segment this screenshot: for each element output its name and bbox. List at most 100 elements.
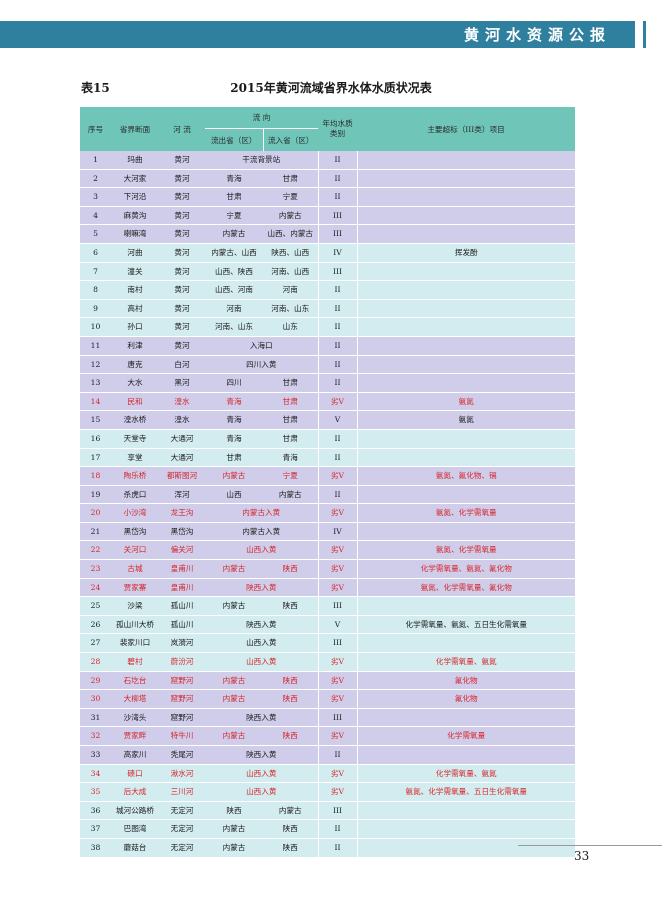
- row-river: 无定河: [159, 838, 205, 858]
- row-number: 20: [80, 503, 111, 523]
- table-row: 28 碧村 蔚汾河 山西入黄 劣V 化学需氧量、氨氮: [80, 652, 576, 672]
- table-title: 2015年黄河流域省界水体水质状况表: [230, 81, 432, 95]
- row-number: 19: [80, 485, 111, 505]
- row-flow-out: 内蒙古: [205, 726, 263, 746]
- row-section: 小沙湾: [111, 503, 159, 523]
- table-label: 表15: [81, 81, 110, 95]
- table-row: 26 孤山川大桥 孤山川 陕西入黄 V 化学需氧量、氨氮、五日生化需氧量: [80, 615, 576, 635]
- row-section: 享堂: [111, 448, 159, 468]
- row-river: 三川河: [159, 782, 205, 802]
- row-section: 孤山川大桥: [111, 615, 159, 635]
- row-flow-out: 山西、河南: [205, 280, 263, 300]
- row-section: 大河家: [111, 169, 159, 189]
- row-grade: III: [317, 206, 358, 226]
- row-number: 2: [80, 169, 111, 189]
- row-grade: III: [317, 596, 358, 616]
- row-exceed: [356, 448, 576, 468]
- row-flow-in: 甘肃: [263, 373, 319, 393]
- row-grade: 劣V: [317, 726, 358, 746]
- row-river: 孤山川: [159, 596, 205, 616]
- row-flow: 山西入黄: [205, 764, 319, 784]
- row-number: 29: [80, 671, 111, 691]
- row-exceed: [356, 299, 576, 319]
- row-flow-out: 四川: [205, 373, 263, 393]
- row-section: 贾家畔: [111, 726, 159, 746]
- row-flow-out: 内蒙古: [205, 671, 263, 691]
- header-tick: [643, 21, 646, 48]
- row-grade: II: [317, 838, 358, 858]
- row-flow-out: 内蒙古: [205, 466, 263, 486]
- row-number: 36: [80, 801, 111, 821]
- row-section: 贾家寨: [111, 578, 159, 598]
- row-section: 碛口: [111, 764, 159, 784]
- header-flow-group: 流 向: [205, 107, 319, 129]
- table-row: 27 裴家川口 岚漪河 山西入黄 III: [80, 633, 576, 654]
- row-river: 黄河: [159, 262, 205, 282]
- row-grade: III: [317, 708, 358, 728]
- row-flow-out: 宁夏: [205, 206, 263, 226]
- row-grade: II: [317, 280, 358, 300]
- row-number: 32: [80, 726, 111, 746]
- row-flow-in: 青海: [263, 448, 319, 468]
- row-river: 黄河: [159, 317, 205, 337]
- row-exceed: 氨氮、化学需氧量、五日生化需氧量: [356, 782, 576, 802]
- row-flow-in: 陕西: [263, 726, 319, 746]
- row-river: 岚漪河: [159, 633, 205, 654]
- row-section: 喇嘛湾: [111, 224, 159, 244]
- header-band: 黄河水资源公报: [0, 21, 635, 48]
- table-row: 7 潼关 黄河 山西、陕西 河南、山西 III: [80, 262, 576, 282]
- row-number: 17: [80, 448, 111, 468]
- row-grade: II: [317, 373, 358, 393]
- row-section: 石圪台: [111, 671, 159, 691]
- row-exceed: [356, 187, 576, 207]
- row-number: 9: [80, 299, 111, 319]
- table-row: 34 碛口 湫水河 山西入黄 劣V 化学需氧量、氨氮: [80, 764, 576, 784]
- row-number: 6: [80, 243, 111, 263]
- row-grade: 劣V: [317, 540, 358, 561]
- row-number: 35: [80, 782, 111, 802]
- row-flow: 陕西入黄: [205, 745, 319, 765]
- row-grade: II: [317, 745, 358, 765]
- row-flow-out: 内蒙古: [205, 819, 263, 839]
- row-section: 巴图湾: [111, 819, 159, 839]
- row-river: 蔚汾河: [159, 652, 205, 672]
- row-flow-out: 山西: [205, 485, 263, 505]
- row-flow-in: 陕西: [263, 838, 319, 858]
- row-exceed: [356, 745, 576, 765]
- row-number: 7: [80, 262, 111, 282]
- row-grade: 劣V: [317, 392, 358, 412]
- row-flow-out: 河南、山东: [205, 317, 263, 337]
- row-flow-in: 甘肃: [263, 410, 319, 430]
- table-row: 5 喇嘛湾 黄河 内蒙古 山西、内蒙古 III: [80, 224, 576, 244]
- row-flow-in: 陕西: [263, 689, 319, 709]
- row-river: 湟水: [159, 410, 205, 430]
- table-row: 6 河曲 黄河 内蒙古、山西 陕西、山西 IV 挥发酚: [80, 243, 576, 263]
- row-number: 38: [80, 838, 111, 858]
- table-row: 37 巴图湾 无定河 内蒙古 陕西 II: [80, 819, 576, 839]
- row-section: 碧村: [111, 652, 159, 672]
- row-exceed: [356, 522, 576, 542]
- row-exceed: 氟化物: [356, 689, 576, 709]
- row-flow-in: 内蒙古: [263, 801, 319, 821]
- row-section: 蘑菇台: [111, 838, 159, 858]
- table-row: 4 麻黄沟 黄河 宁夏 内蒙古 III: [80, 206, 576, 226]
- row-exceed: [356, 485, 576, 505]
- header-exceed: 主要超标（III类）项目: [357, 107, 576, 151]
- row-grade: 劣V: [317, 466, 358, 486]
- row-river: 黑岱沟: [159, 522, 205, 542]
- row-section: 黑岱沟: [111, 522, 159, 542]
- row-river: 都斯图河: [159, 466, 205, 486]
- row-exceed: 化学需氧量: [356, 726, 576, 746]
- row-number: 21: [80, 522, 111, 542]
- row-river: 湟水: [159, 392, 205, 412]
- row-exceed: [356, 708, 576, 728]
- row-flow-in: 内蒙古: [263, 485, 319, 505]
- row-section: 裴家川口: [111, 633, 159, 654]
- row-flow-out: 青海: [205, 392, 263, 412]
- row-number: 31: [80, 708, 111, 728]
- table-row: 17 享堂 大通河 甘肃 青海 II: [80, 448, 576, 468]
- table-row: 23 古城 皇甫川 内蒙古 陕西 劣V 化学需氧量、氨氮、氟化物: [80, 559, 576, 579]
- row-number: 1: [80, 151, 111, 170]
- row-number: 10: [80, 317, 111, 337]
- row-grade: V: [317, 410, 358, 430]
